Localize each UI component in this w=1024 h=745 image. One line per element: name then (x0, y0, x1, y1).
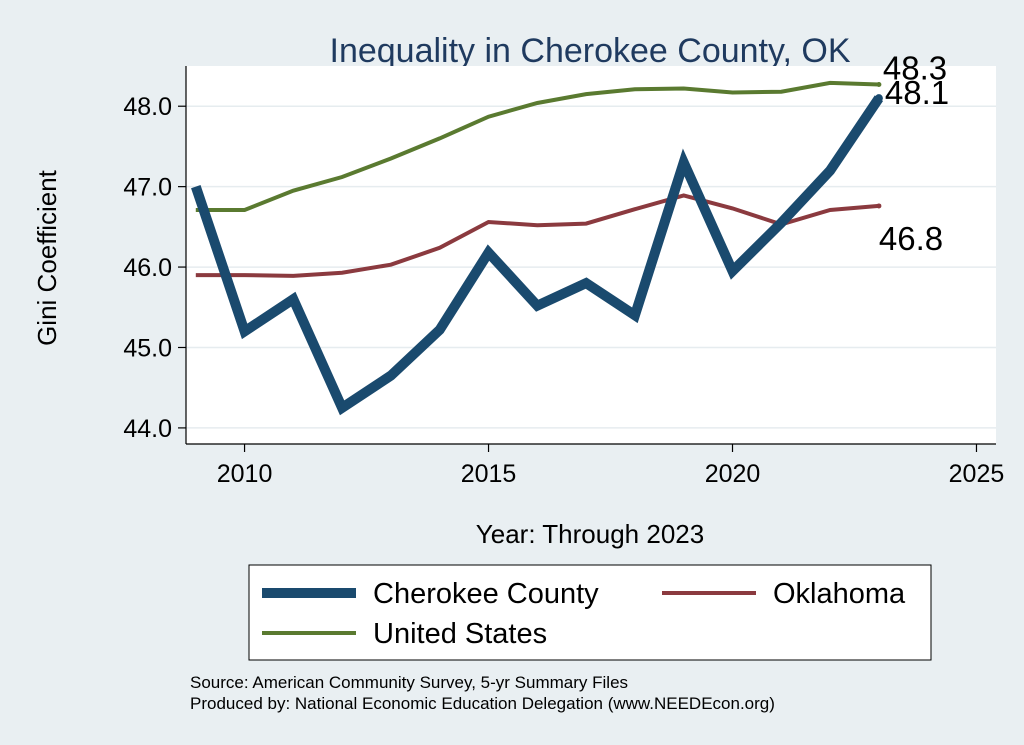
legend: Cherokee County Oklahoma United States (248, 564, 932, 661)
series-lines (191, 80, 884, 416)
end-point-cherokee-county (874, 94, 883, 103)
end-labels: 48.1 46.8 48.3 (879, 49, 949, 256)
x-tick-label: 2015 (461, 460, 517, 488)
series-line-cherokee-county (191, 95, 884, 416)
end-point-united-states (876, 81, 882, 87)
legend-box (248, 564, 932, 661)
end-label-cherokee-county: 48.1 (885, 74, 949, 111)
y-tick-label: 46.0 (123, 254, 172, 282)
end-label-oklahoma: 46.8 (879, 220, 943, 257)
series-line-oklahoma (195, 193, 880, 278)
plot-area (186, 66, 996, 444)
produced-note: Produced by: National Economic Education… (190, 694, 775, 713)
series-line-united-states (195, 80, 879, 212)
source-note: Source: American Community Survey, 5-yr … (190, 673, 628, 692)
chart-title: Inequality in Cherokee County, OK (330, 32, 851, 70)
gridlines (186, 105, 996, 429)
x-tick-label: 2020 (705, 460, 761, 488)
y-axis-label: Gini Coefficient (32, 169, 62, 346)
y-tick-label: 48.0 (123, 93, 172, 121)
y-tick-label: 44.0 (123, 415, 172, 443)
x-axis-label: Year: Through 2023 (476, 519, 704, 549)
end-point-oklahoma (876, 203, 882, 209)
x-tick-label: 2010 (217, 460, 273, 488)
y-tick-label: 47.0 (123, 174, 172, 202)
end-label-united-states: 48.3 (883, 49, 947, 86)
x-tick-label: 2025 (949, 460, 1005, 488)
axes: 44.0 45.0 46.0 47.0 48.0 2010 2015 2020 2025 (123, 66, 1004, 488)
legend-label-cherokee-county: Cherokee County (373, 578, 599, 610)
legend-label-oklahoma: Oklahoma (773, 578, 906, 610)
y-tick-label: 45.0 (123, 334, 172, 362)
legend-label-united-states: United States (373, 618, 547, 650)
